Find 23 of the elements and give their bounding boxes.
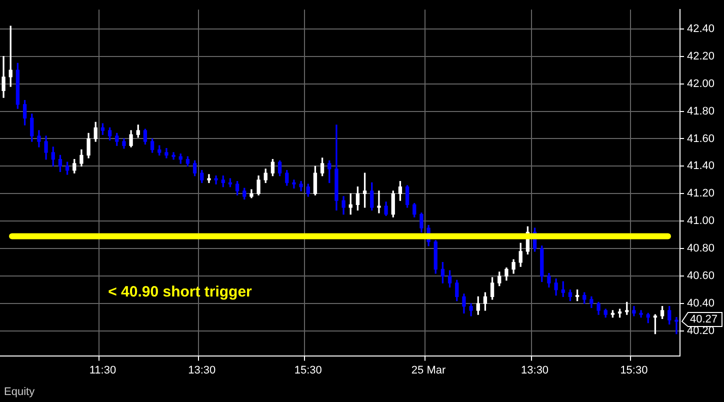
y-tick-label: 41.20 (687, 188, 715, 200)
y-tick-label: 41.40 (687, 160, 715, 172)
x-tick-label: 25 Mar (411, 364, 446, 376)
y-tick-label: 42.20 (687, 50, 715, 62)
y-tick-label: 41.80 (687, 105, 715, 118)
annotation: < 40.90 short trigger (108, 283, 252, 300)
y-tick-label: 42.40 (687, 22, 715, 35)
annotation: 40.27 (690, 313, 718, 326)
x-tick-label: 13:30 (188, 364, 216, 376)
y-tick-label: 40.60 (687, 270, 715, 282)
x-tick-label: 13:30 (521, 364, 549, 376)
x-tick-label: 11:30 (89, 364, 116, 376)
y-tick-label: 40.40 (687, 298, 715, 310)
text: Equity (4, 386, 36, 398)
x-tick-label: 15:30 (620, 364, 648, 376)
y-tick-label: 41.60 (687, 132, 715, 145)
candlestick (377, 190, 381, 214)
x-tick-label: 15:30 (294, 364, 322, 376)
candlestick (674, 317, 678, 334)
y-tick-label: 40.80 (687, 242, 715, 255)
candlestick (292, 180, 296, 189)
y-tick-label: 41.00 (687, 215, 715, 228)
y-tick-label: 42.00 (687, 78, 715, 90)
